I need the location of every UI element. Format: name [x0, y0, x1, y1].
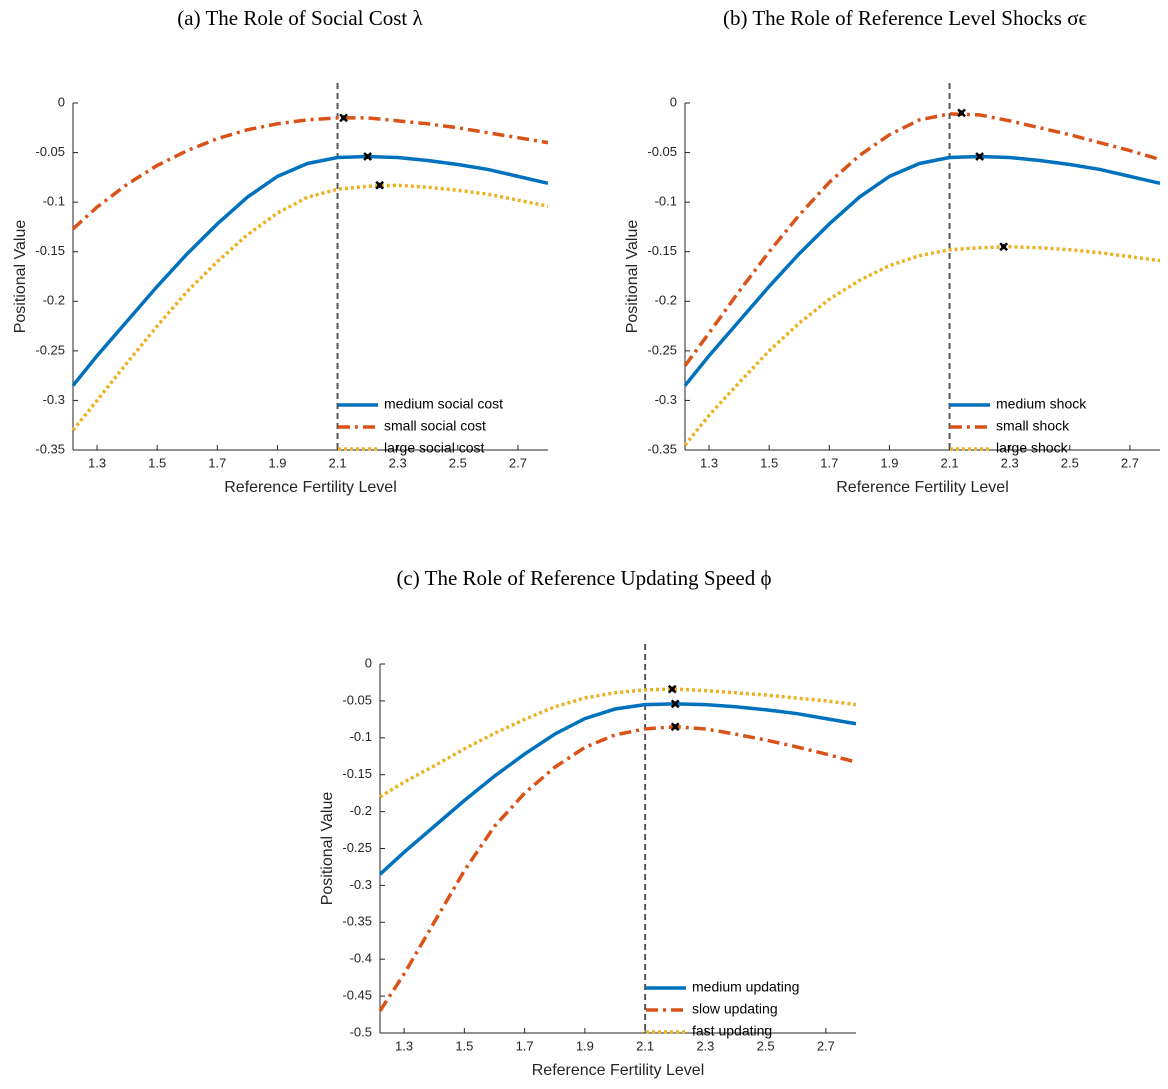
x-tick-label: 1.9: [880, 455, 898, 470]
y-tick-label: -0.05: [647, 144, 677, 159]
x-tick-label: 2.5: [449, 455, 467, 470]
x-tick-label: 1.7: [516, 1038, 534, 1053]
y-tick-label: -0.5: [350, 1024, 372, 1039]
legend-text: large shock: [996, 440, 1069, 456]
y-tick-label: 0: [670, 94, 677, 109]
x-tick-label: 1.7: [208, 455, 226, 470]
y-tick-label: -0.05: [35, 144, 65, 159]
series-line: [683, 245, 1161, 447]
series-line: [683, 112, 1161, 367]
peak-marker-dot: [377, 182, 383, 188]
x-tick-label: 2.7: [1121, 455, 1139, 470]
x-tick-label: 2.7: [509, 455, 527, 470]
y-axis-label: Positional Value: [319, 792, 336, 906]
y-tick-label: -0.1: [43, 194, 65, 209]
y-tick-label: -0.25: [342, 840, 372, 855]
peak-marker-dot: [1001, 244, 1007, 250]
y-tick-label: -0.1: [655, 194, 677, 209]
y-tick-label: -0.15: [342, 766, 372, 781]
y-tick-label: -0.45: [342, 988, 372, 1003]
x-tick-label: 1.7: [820, 455, 838, 470]
peak-marker-dot: [672, 724, 678, 730]
x-tick-label: 1.5: [148, 455, 166, 470]
peak-marker-dot: [669, 686, 675, 692]
peak-marker-dot: [341, 115, 347, 121]
x-tick-label: 1.3: [700, 455, 718, 470]
y-tick-label: -0.25: [35, 342, 65, 357]
y-tick-label: -0.3: [43, 392, 65, 407]
y-tick-label: -0.35: [342, 914, 372, 929]
x-tick-label: 2.3: [696, 1038, 714, 1053]
x-tick-label: 1.3: [395, 1038, 413, 1053]
legend-text: medium social cost: [384, 396, 503, 412]
x-tick-label: 2.3: [1001, 455, 1019, 470]
x-axis-label: Reference Fertility Level: [836, 479, 1009, 496]
peak-marker-dot: [959, 110, 965, 116]
x-tick-label: 2.5: [757, 1038, 775, 1053]
y-tick-label: -0.3: [655, 392, 677, 407]
y-tick-label: -0.2: [350, 803, 372, 818]
y-axis-label: Positional Value: [624, 220, 641, 334]
series-line: [379, 687, 857, 799]
series-line: [71, 116, 549, 231]
y-tick-label: -0.35: [647, 441, 677, 456]
series-line: [71, 183, 549, 432]
chart-title: (a) The Role of Social Cost λ: [177, 6, 423, 30]
y-axis-label: Positional Value: [12, 220, 29, 334]
y-tick-label: -0.2: [43, 293, 65, 308]
y-tick-label: -0.15: [35, 243, 65, 258]
legend-text: slow updating: [692, 1001, 778, 1017]
legend-text: medium shock: [996, 396, 1087, 412]
y-tick-label: -0.25: [647, 342, 677, 357]
series-line: [378, 702, 857, 876]
y-tick-label: 0: [58, 94, 65, 109]
y-tick-label: -0.35: [35, 441, 65, 456]
y-tick-label: -0.3: [350, 877, 372, 892]
chart-title: (c) The Role of Reference Updating Speed…: [396, 566, 771, 590]
x-tick-label: 1.9: [576, 1038, 594, 1053]
chart-title: (b) The Role of Reference Level Shocks σ…: [723, 6, 1088, 30]
x-tick-label: 2.1: [636, 1038, 654, 1053]
x-tick-label: 2.1: [941, 455, 959, 470]
series-line: [378, 724, 857, 1012]
peak-marker-dot: [672, 701, 678, 707]
x-tick-label: 2.5: [1061, 455, 1079, 470]
x-axis-label: Reference Fertility Level: [532, 1062, 705, 1079]
x-tick-label: 1.9: [268, 455, 286, 470]
legend-text: fast updating: [692, 1023, 772, 1039]
y-tick-label: -0.2: [655, 293, 677, 308]
x-tick-label: 1.5: [760, 455, 778, 470]
y-tick-label: -0.4: [350, 951, 372, 966]
peak-marker-dot: [365, 154, 371, 160]
x-tick-label: 2.1: [329, 455, 347, 470]
series-line: [71, 154, 549, 387]
y-tick-label: -0.15: [647, 243, 677, 258]
x-tick-label: 2.7: [817, 1038, 835, 1053]
x-tick-label: 2.3: [389, 455, 407, 470]
y-tick-label: -0.05: [342, 692, 372, 707]
x-axis-label: Reference Fertility Level: [224, 479, 397, 496]
y-tick-label: -0.1: [350, 729, 372, 744]
legend-text: small social cost: [384, 418, 486, 434]
x-tick-label: 1.5: [455, 1038, 473, 1053]
peak-marker-dot: [977, 154, 983, 160]
legend-text: medium updating: [692, 979, 799, 995]
legend-text: large social cost: [384, 440, 484, 456]
legend-text: small shock: [996, 418, 1070, 434]
x-tick-label: 1.3: [88, 455, 106, 470]
series-line: [683, 154, 1161, 387]
y-tick-label: 0: [365, 655, 372, 670]
